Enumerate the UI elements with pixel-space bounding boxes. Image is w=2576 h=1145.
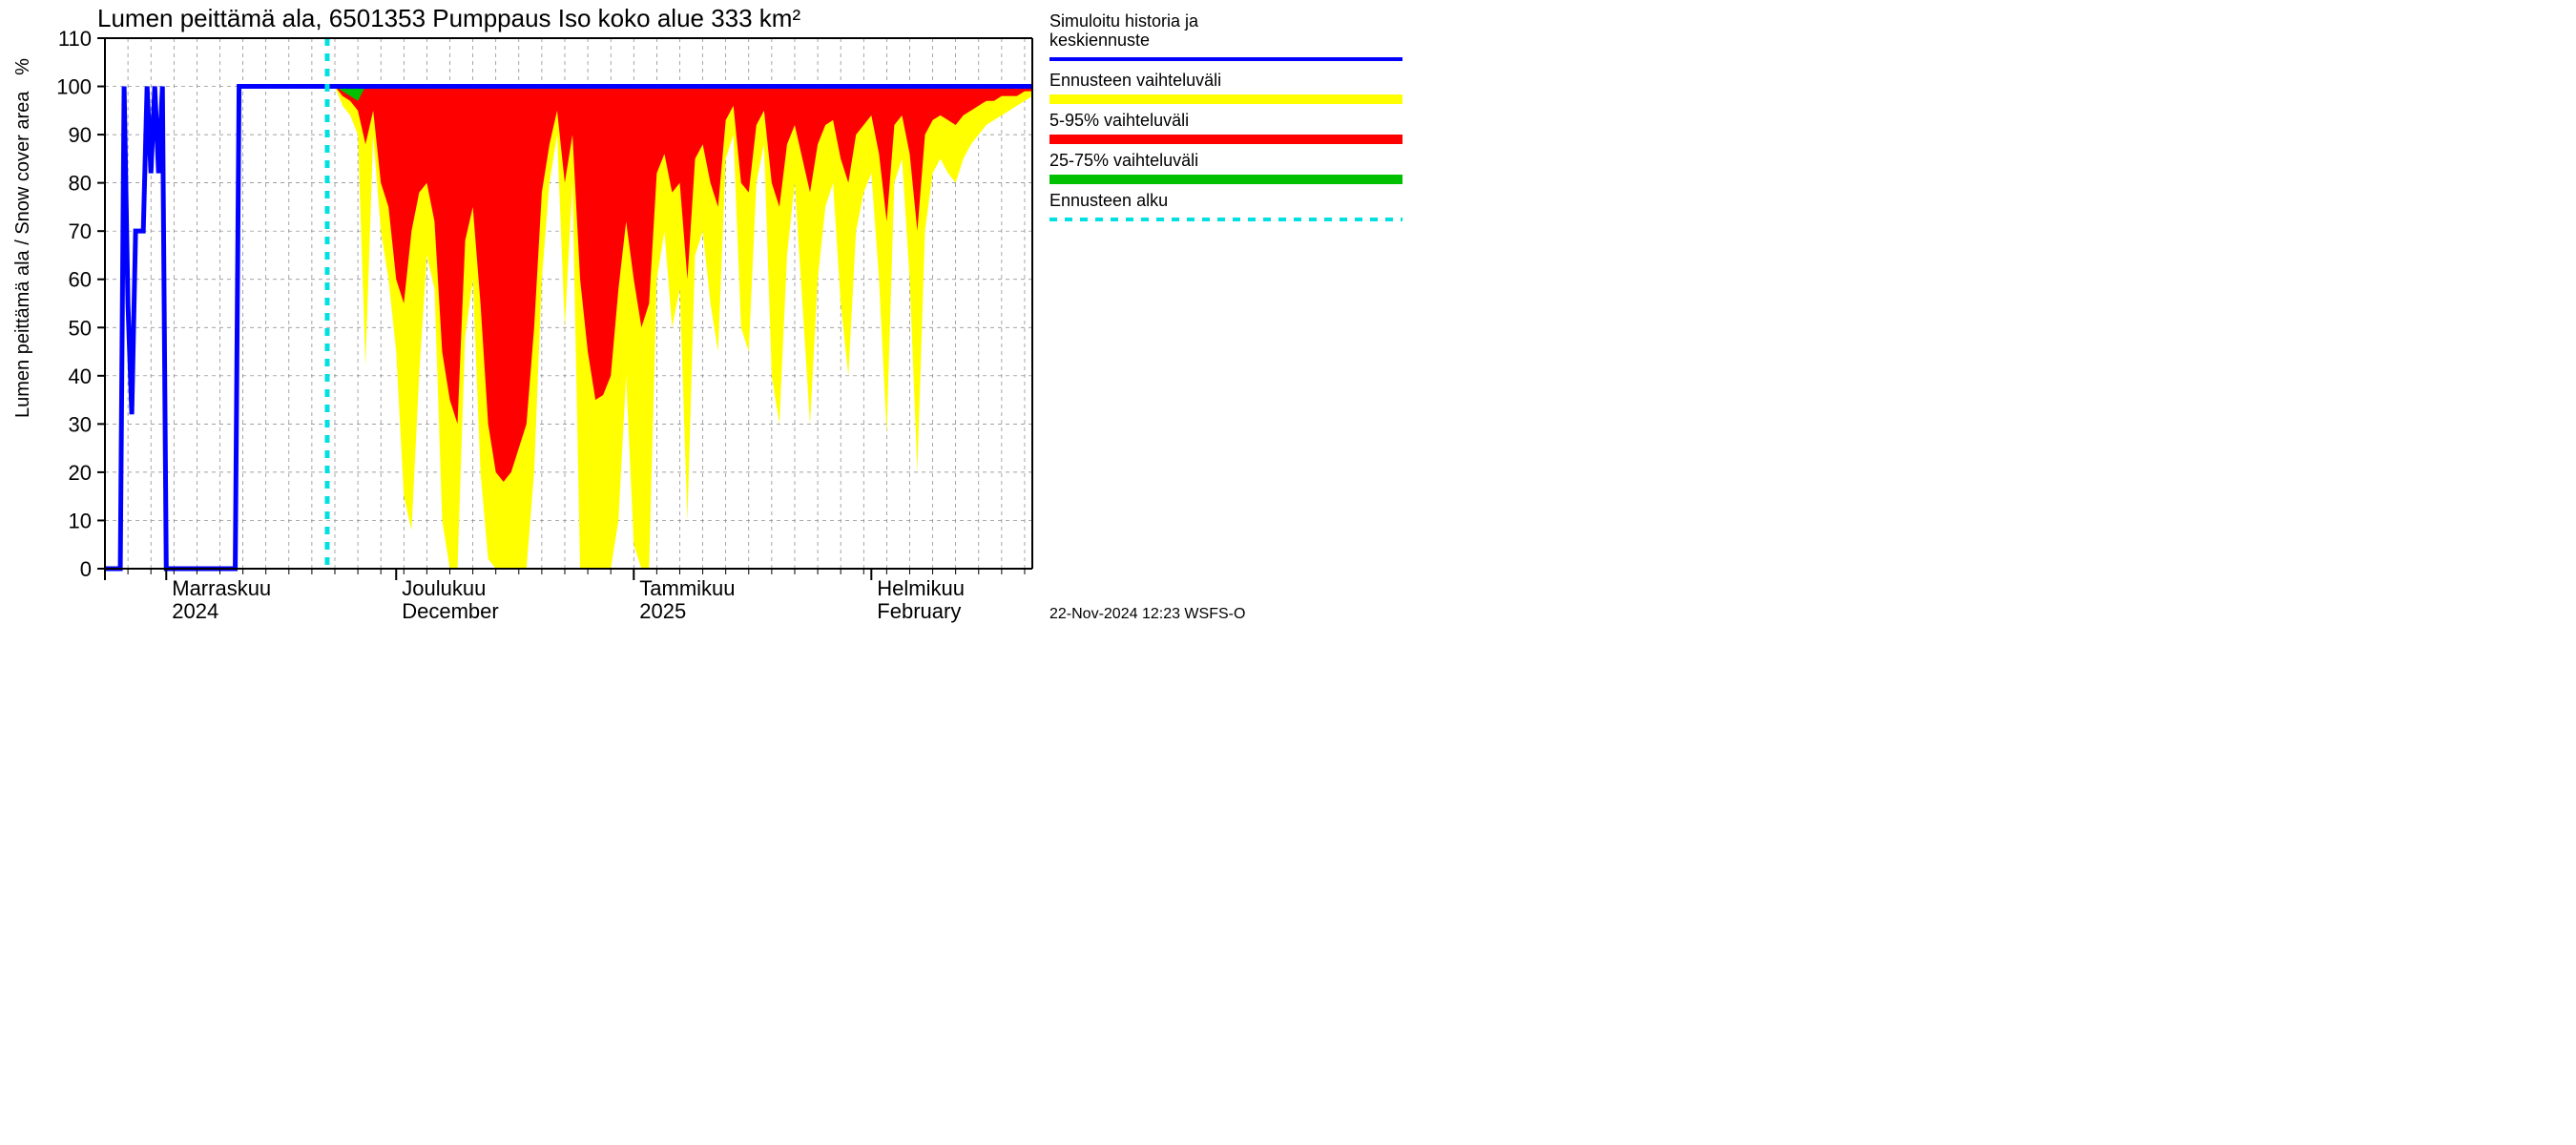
ytick-label: 30 <box>69 412 92 436</box>
ytick-label: 50 <box>69 316 92 340</box>
xtick-label-bot: December <box>402 599 498 623</box>
xtick-label-bot: 2025 <box>639 599 686 623</box>
ytick-label: 20 <box>69 461 92 485</box>
y-axis-label-2: % <box>12 58 33 75</box>
legend-label: Ennusteen alku <box>1049 191 1168 210</box>
xtick-label-top: Helmikuu <box>877 576 965 600</box>
xtick-label-bot: 2024 <box>172 599 218 623</box>
legend-label: Ennusteen vaihteluväli <box>1049 71 1221 90</box>
chart-svg: 0 10 20 30 40 50 60 70 80 90 100 110 Marraskuu2024 Jo… <box>0 0 1431 635</box>
chart-footer: 22-Nov-2024 12:23 WSFS-O <box>1049 606 1245 622</box>
xtick-label-top: Tammikuu <box>639 576 735 600</box>
xtick-label-top: Joulukuu <box>402 576 486 600</box>
xtick-label-bot: February <box>877 599 961 623</box>
legend-label: 25-75% vaihteluväli <box>1049 151 1198 170</box>
ytick-label: 80 <box>69 172 92 196</box>
legend-label: 5-95% vaihteluväli <box>1049 111 1189 130</box>
ytick-label: 90 <box>69 123 92 147</box>
xtick-label-top: Marraskuu <box>172 576 271 600</box>
ytick-label: 40 <box>69 364 92 388</box>
legend-label: Simuloitu historia ja <box>1049 11 1199 31</box>
ytick-label: 60 <box>69 268 92 292</box>
ytick-label: 100 <box>56 75 92 99</box>
y-axis-label-1: Lumen peittämä ala / Snow cover area <box>12 91 33 418</box>
ytick-label: 10 <box>69 509 92 532</box>
chart-title: Lumen peittämä ala, 6501353 Pumppaus Iso… <box>97 4 800 32</box>
legend-label: keskiennuste <box>1049 31 1150 50</box>
ytick-label: 70 <box>69 219 92 243</box>
ytick-label: 110 <box>58 27 92 51</box>
chart-container: 0 10 20 30 40 50 60 70 80 90 100 110 Marraskuu2024 Jo… <box>0 0 1431 635</box>
ytick-label: 0 <box>80 557 92 581</box>
